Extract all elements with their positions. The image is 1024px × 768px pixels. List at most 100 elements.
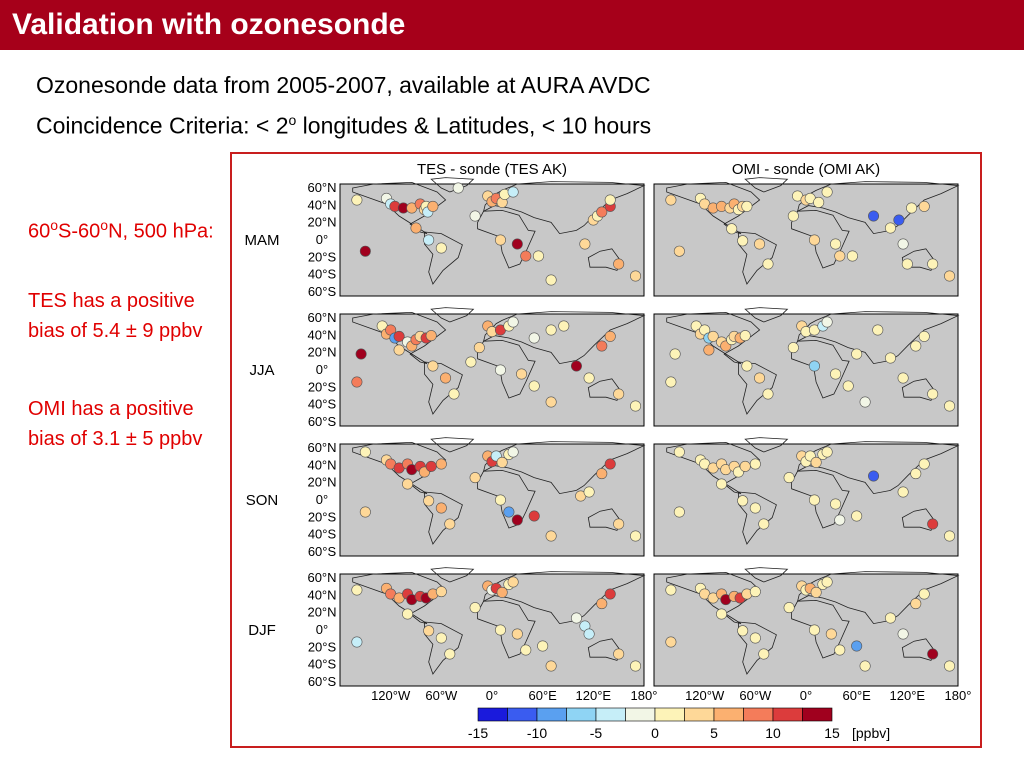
sonde-station-point (927, 518, 939, 530)
region-part-a: 60 (28, 220, 51, 243)
region-part-b: S-60 (58, 220, 101, 243)
sonde-station-point (545, 396, 557, 408)
coastline (430, 307, 475, 323)
sonde-station-point (810, 586, 822, 598)
sonde-station-point (669, 348, 681, 360)
sonde-station-point (393, 344, 405, 356)
sonde-station-point (893, 214, 905, 226)
sonde-station-point (423, 234, 435, 246)
sonde-station-point (402, 608, 414, 620)
sonde-station-point (901, 258, 913, 270)
season-label: MAM (245, 232, 280, 249)
sonde-station-point (469, 210, 481, 222)
latitude-tick-label: 60°N (307, 180, 336, 195)
sonde-station-point (494, 624, 506, 636)
sonde-station-point (821, 316, 833, 328)
sonde-station-point (868, 210, 880, 222)
sonde-station-point (754, 238, 766, 250)
sonde-station-point (507, 186, 519, 198)
colorbar-unit-label: [ppbv] (852, 725, 890, 741)
sonde-station-point (528, 380, 540, 392)
latitude-tick-label: 20°S (308, 509, 337, 524)
title-bar: Validation with ozonesonde (0, 0, 1024, 50)
coastline (424, 361, 463, 415)
sonde-station-point (851, 348, 863, 360)
sonde-station-point (851, 640, 863, 652)
sonde-station-point (507, 316, 519, 328)
sonde-station-point (545, 530, 557, 542)
sonde-station-point (596, 206, 608, 218)
sonde-station-point (511, 514, 523, 526)
sonde-station-point (452, 182, 464, 194)
degree-sup: o (288, 112, 297, 128)
sonde-station-point (511, 238, 523, 250)
sonde-station-point (473, 342, 485, 354)
sonde-station-point (673, 245, 685, 257)
season-label: SON (246, 492, 279, 509)
sonde-station-point (435, 632, 447, 644)
latitude-tick-label: 20°S (308, 379, 337, 394)
sonde-station-point (596, 340, 608, 352)
sonde-station-point (749, 586, 761, 598)
latitude-tick-label: 40°S (308, 397, 337, 412)
sonde-station-point (448, 388, 460, 400)
sonde-station-point (435, 502, 447, 514)
sonde-station-point (425, 460, 437, 472)
sonde-station-point (444, 518, 456, 530)
colorbar-tick-label: -15 (468, 725, 488, 741)
sonde-station-point (884, 222, 896, 234)
sonde-station-point (808, 234, 820, 246)
longitude-tick-label: 120°W (685, 688, 725, 703)
sonde-station-point (520, 250, 532, 262)
sonde-station-point (830, 498, 842, 510)
coastline (744, 567, 789, 583)
sonde-station-point (630, 270, 642, 282)
latitude-tick-label: 40°N (307, 457, 336, 472)
sonde-station-point (604, 588, 616, 600)
sonde-station-point (868, 470, 880, 482)
colorbar-tick-label: 5 (710, 725, 718, 741)
sonde-station-point (393, 330, 405, 342)
coastline (744, 177, 789, 193)
colorbar-segment (654, 707, 685, 722)
longitude-tick-label: 120°E (890, 688, 926, 703)
sonde-station-point (570, 612, 582, 624)
sonde-station-point (579, 238, 591, 250)
latitude-tick-label: 20°N (307, 215, 336, 230)
sonde-station-point (808, 624, 820, 636)
sonde-station-point (402, 478, 414, 490)
sonde-station-point (944, 530, 956, 542)
longitude-tick-label: 60°W (425, 688, 458, 703)
sonde-station-point (897, 628, 909, 640)
colorbar-segment (507, 707, 538, 722)
sonde-station-point (783, 472, 795, 484)
coastline (744, 437, 789, 453)
sonde-station-point (754, 372, 766, 384)
sonde-station-point (821, 186, 833, 198)
sonde-station-point (910, 598, 922, 610)
sonde-station-point (808, 360, 820, 372)
sonde-station-point (613, 648, 625, 660)
colorbar-segment (595, 707, 626, 722)
sonde-station-point (583, 486, 595, 498)
colorbar-segment (684, 707, 715, 722)
slide-title: Validation with ozonesonde (12, 8, 406, 41)
subtitle-line-2: Coincidence Criteria: < 2o longitudes & … (36, 112, 651, 140)
latitude-tick-label: 0° (316, 362, 328, 377)
sonde-station-point (537, 640, 549, 652)
sonde-station-point (673, 446, 685, 458)
coastline (430, 567, 475, 583)
sonde-station-point (944, 400, 956, 412)
sonde-station-point (444, 648, 456, 660)
sonde-station-point (435, 586, 447, 598)
sonde-station-point (897, 238, 909, 250)
sonde-station-point (511, 628, 523, 640)
sonde-station-point (906, 202, 918, 214)
sonde-station-point (630, 660, 642, 672)
sonde-station-point (359, 245, 371, 257)
latitude-tick-label: 20°S (308, 639, 337, 654)
sonde-station-point (707, 330, 719, 342)
coastline (791, 339, 850, 399)
colorbar-segment (772, 707, 803, 722)
latitude-tick-label: 20°N (307, 475, 336, 490)
